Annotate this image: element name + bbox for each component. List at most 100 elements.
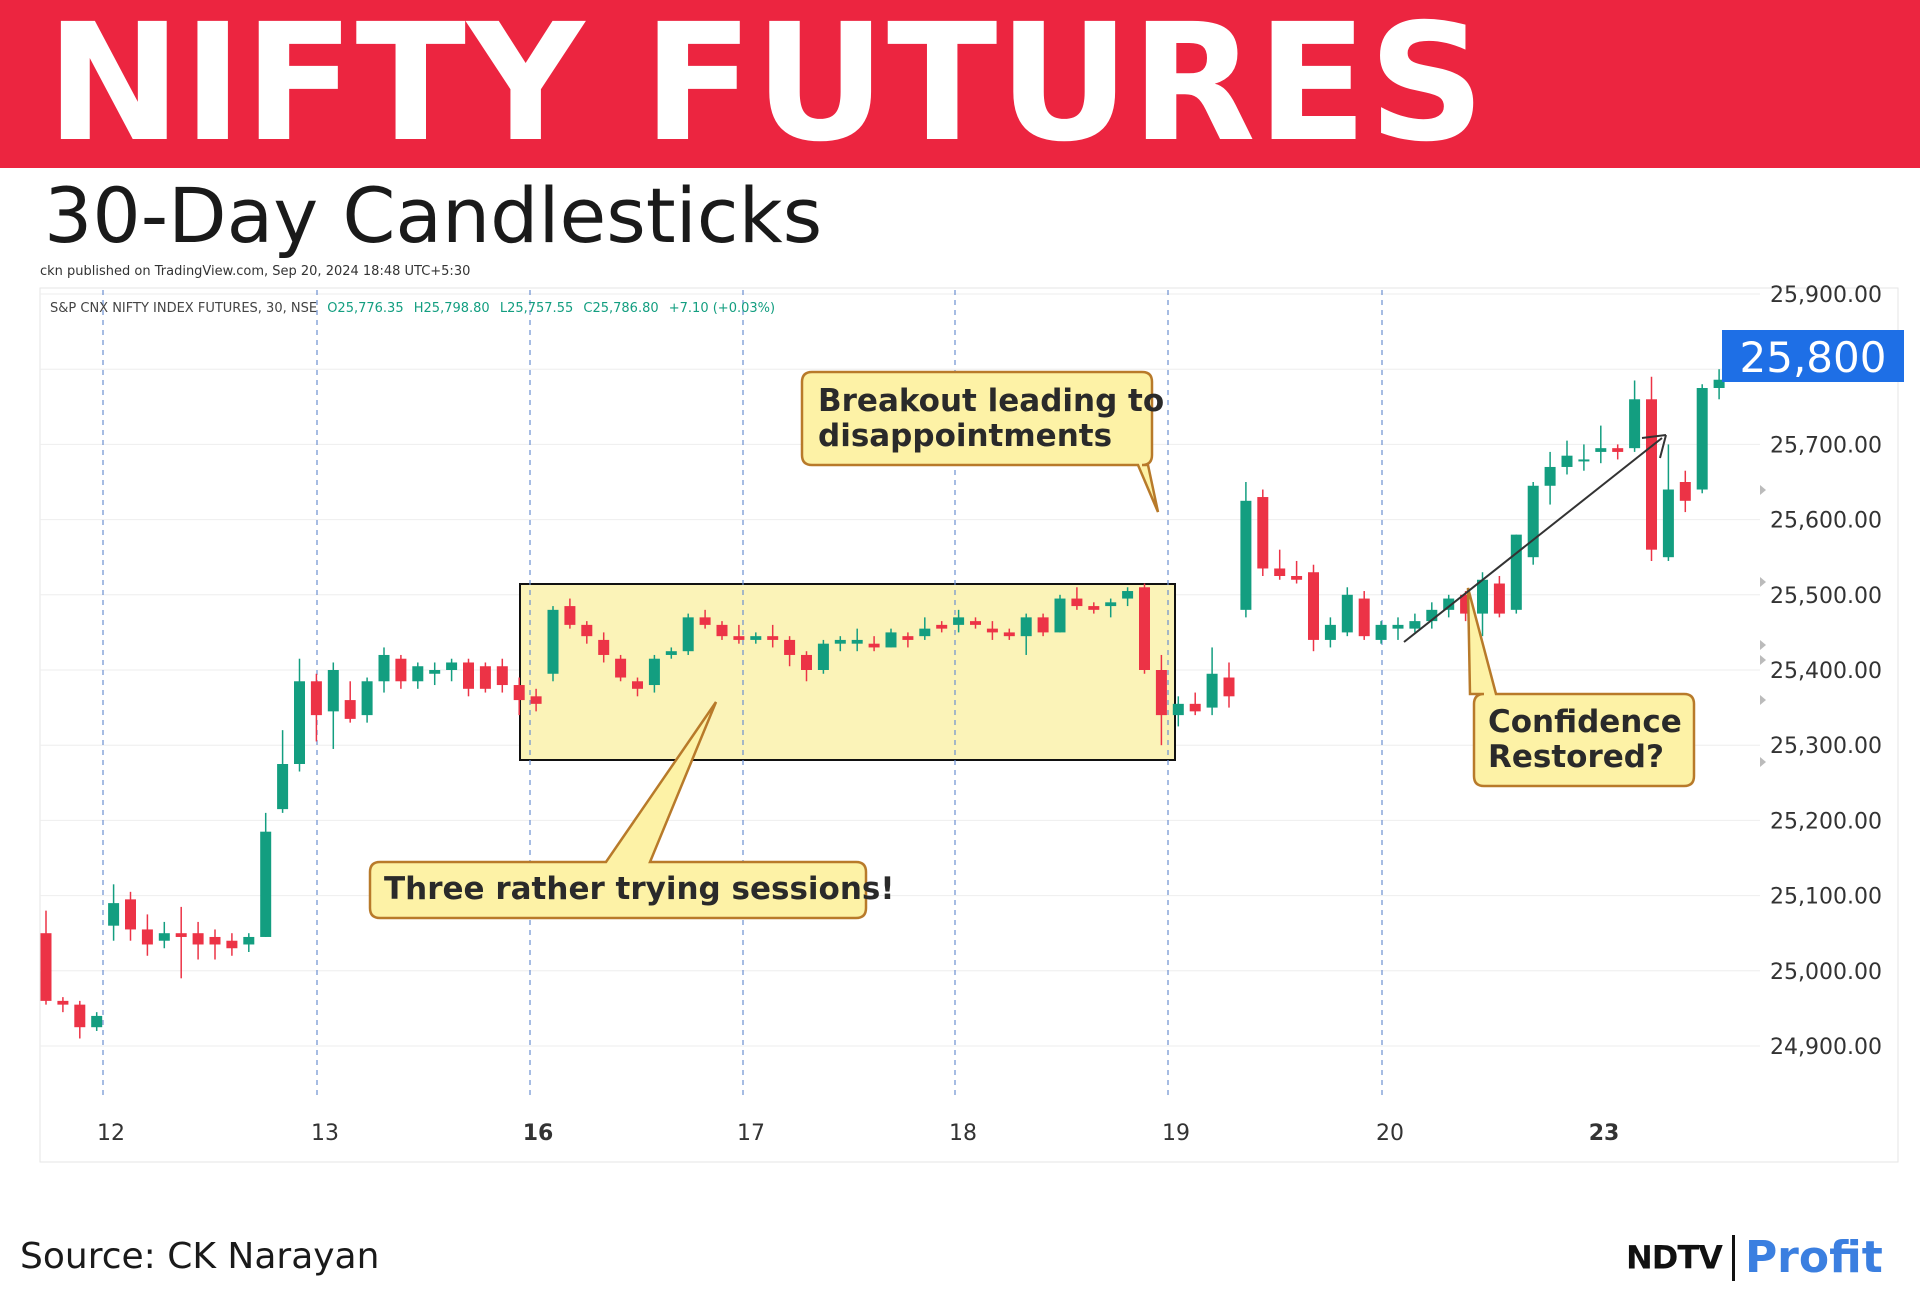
x-tick-label: 17 [737,1121,765,1146]
candle [716,621,728,640]
candle [1054,594,1066,633]
page-subtitle: 30-Day Candlesticks [44,171,823,260]
candle-body [1578,459,1590,462]
x-tick-label: 19 [1162,1121,1190,1146]
candle-body [953,617,965,625]
candle-body [1020,617,1032,637]
candle [902,632,914,648]
x-tick-label: 13 [311,1121,339,1146]
candle [1629,380,1641,452]
logo-separator [1731,1234,1735,1281]
x-tick-label: 12 [97,1121,125,1146]
y-tick-label: 25,400.00 [1770,659,1882,684]
candle-body [209,936,221,945]
candle [1223,662,1235,708]
candle [158,921,170,949]
y-tick-label: 25,900.00 [1770,283,1882,308]
candle [260,812,272,937]
y-tick-label: 25,000.00 [1770,960,1882,985]
candle-body [1139,587,1150,670]
axis-marker [1760,695,1766,705]
candle-body [361,681,373,716]
candle [682,613,694,655]
candle [936,621,948,633]
candle [40,910,52,1005]
candle-body [733,636,745,640]
candle-layer [40,369,1725,1039]
candle [750,632,762,644]
callout-confidence-line-1: Confidence [1488,704,1682,740]
candle-body [1629,399,1641,449]
candle-body [1324,624,1336,640]
candle [885,628,897,648]
candle [1291,560,1303,584]
candle [919,617,931,640]
candle [1308,564,1319,652]
candle [74,1000,86,1039]
candle [1257,489,1269,576]
candle-body [1206,673,1218,708]
candle [665,647,677,659]
candle [91,1012,103,1031]
candle [1172,696,1184,727]
candle-body [1662,489,1674,558]
candle-body [125,899,136,930]
candle [1595,425,1607,464]
candle-body [1308,572,1319,640]
candle-body [1510,534,1522,610]
candle [1561,440,1573,475]
candle [209,929,221,960]
candle [57,997,69,1013]
candle-body [310,681,322,716]
candle [141,914,153,956]
candle [1493,576,1505,618]
candle [513,677,525,716]
candle-body [970,621,981,625]
candle-body [412,666,424,682]
axis-marker [1760,577,1766,587]
candle-body [801,654,812,670]
candle [547,606,559,682]
candle-body [463,662,474,689]
candle [277,730,289,813]
logo-profit: Profit [1744,1232,1883,1283]
candle [564,598,576,629]
candle-body [598,639,610,655]
candle [243,933,255,952]
candle-body [1223,677,1235,697]
candle-body [1477,579,1488,614]
ohlc-change: +7.10 (+0.03%) [669,301,775,316]
candle [1392,617,1404,640]
candle [1679,470,1691,513]
candle [953,609,965,633]
candle-body [817,643,829,670]
candle-body [902,636,914,640]
candle-body [378,654,390,682]
candle [733,624,745,644]
candle-body [1240,500,1252,610]
candle [479,662,491,693]
candle-body [1003,632,1015,637]
y-tick-label: 25,200.00 [1770,809,1882,834]
candle-body [344,700,356,719]
candle-body [57,1000,69,1005]
candle [310,673,322,742]
candle-body [615,658,627,678]
candle [834,636,846,652]
candle [1020,613,1032,655]
candle-body [1595,448,1607,452]
candle-body [919,628,931,637]
candle-body [40,933,52,1001]
candle [344,681,356,723]
y-tick-label: 24,900.00 [1770,1035,1882,1060]
candle-body [277,764,289,810]
candle [108,884,120,941]
candle-body [986,628,998,633]
candle-body [226,940,238,949]
candle [378,647,390,693]
candle [1139,583,1150,674]
callout-confidence-line-2: Restored? [1488,739,1664,775]
candle-body [750,636,762,640]
axis-marker [1760,757,1766,767]
candle-body [1460,594,1472,614]
